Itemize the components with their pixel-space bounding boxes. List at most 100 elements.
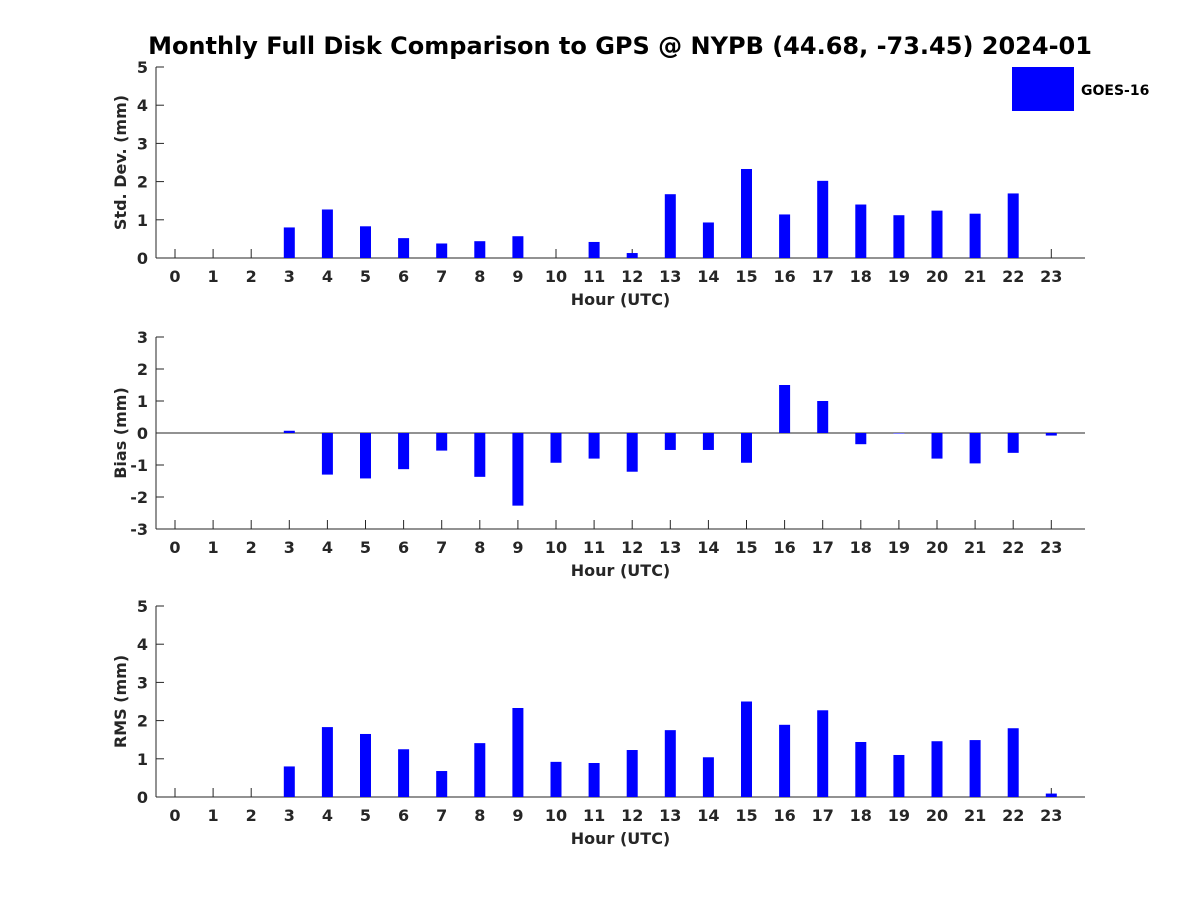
x-tick-label: 4 [322, 538, 333, 557]
x-tick-label: 13 [659, 806, 681, 825]
x-tick-label: 7 [436, 538, 447, 557]
x-tick-label: 4 [322, 806, 333, 825]
bar-hour-18 [855, 204, 867, 258]
x-tick-label: 12 [621, 538, 643, 557]
legend: GOES-16 [1012, 67, 1149, 111]
x-tick-label: 18 [850, 806, 872, 825]
x-tick-label: 14 [697, 538, 719, 557]
bar-hour-8 [474, 433, 486, 477]
x-tick-label: 0 [169, 538, 180, 557]
x-tick-label: 22 [1002, 538, 1024, 557]
x-tick-label: 5 [360, 267, 371, 286]
y-tick-label: 1 [137, 392, 148, 411]
y-axis-label: Bias (mm) [111, 387, 130, 479]
bar-hour-5 [360, 733, 371, 797]
x-tick-label: 0 [169, 267, 180, 286]
x-tick-label: 21 [964, 538, 986, 557]
x-tick-label: 1 [208, 806, 219, 825]
bar-hour-12 [626, 433, 638, 472]
bar-hour-22 [1007, 433, 1019, 453]
x-tick-label: 11 [583, 267, 605, 286]
x-tick-label: 7 [436, 806, 447, 825]
x-tick-label: 0 [169, 806, 180, 825]
bar-hour-13 [664, 730, 676, 797]
bar-hour-9 [512, 433, 524, 506]
bar-hour-18 [855, 433, 867, 445]
x-tick-label: 19 [888, 267, 910, 286]
bar-hour-4 [321, 209, 333, 258]
bar-hour-17 [817, 180, 829, 258]
y-tick-label: 3 [137, 134, 148, 153]
x-tick-label: 8 [474, 538, 485, 557]
y-tick-label: -3 [130, 520, 148, 539]
bar-hour-17 [817, 710, 829, 797]
x-tick-label: 10 [545, 806, 567, 825]
bar-hour-15 [741, 168, 752, 258]
x-tick-label: 17 [812, 267, 834, 286]
bar-hour-6 [398, 749, 410, 797]
y-tick-label: -1 [130, 456, 148, 475]
bar-hour-16 [779, 214, 791, 258]
legend-swatch-goes-16 [1012, 67, 1074, 111]
x-tick-label: 3 [284, 267, 295, 286]
bar-hour-13 [664, 194, 676, 258]
x-axis-label: Hour (UTC) [571, 561, 671, 580]
x-tick-label: 15 [735, 806, 757, 825]
x-tick-label: 7 [436, 267, 447, 286]
bar-hour-5 [360, 433, 371, 479]
y-tick-label: 2 [137, 712, 148, 731]
x-tick-label: 21 [964, 267, 986, 286]
bar-hour-20 [931, 741, 943, 797]
bar-hour-20 [931, 433, 943, 459]
x-tick-label: 8 [474, 806, 485, 825]
bar-hour-3 [283, 227, 295, 258]
x-tick-label: 6 [398, 538, 409, 557]
x-tick-label: 19 [888, 806, 910, 825]
bar-hour-3 [283, 430, 295, 433]
x-tick-label: 20 [926, 538, 948, 557]
x-tick-label: 11 [583, 538, 605, 557]
y-tick-label: 0 [137, 788, 148, 807]
bar-hour-12 [626, 253, 638, 258]
bar-hour-4 [321, 433, 333, 475]
x-tick-label: 17 [812, 806, 834, 825]
bar-hour-11 [588, 763, 600, 797]
y-axis-label: Std. Dev. (mm) [111, 95, 130, 230]
bar-hour-6 [398, 433, 410, 470]
x-tick-label: 10 [545, 267, 567, 286]
bar-hour-19 [893, 215, 905, 258]
x-tick-label: 23 [1040, 806, 1062, 825]
bar-hour-7 [436, 771, 448, 797]
y-tick-label: 4 [137, 635, 148, 654]
x-tick-label: 15 [735, 538, 757, 557]
x-tick-label: 17 [812, 538, 834, 557]
x-tick-label: 14 [697, 806, 719, 825]
x-tick-label: 2 [246, 806, 257, 825]
x-tick-label: 22 [1002, 806, 1024, 825]
bar-hour-9 [512, 236, 524, 258]
x-tick-label: 6 [398, 267, 409, 286]
y-tick-label: -2 [130, 488, 148, 507]
x-tick-label: 23 [1040, 267, 1062, 286]
bar-hour-8 [474, 241, 486, 258]
x-axis-label: Hour (UTC) [571, 829, 671, 848]
x-tick-label: 15 [735, 267, 757, 286]
x-tick-label: 3 [284, 538, 295, 557]
bar-hour-6 [398, 238, 410, 258]
bar-hour-10 [550, 761, 562, 797]
bar-hour-21 [969, 740, 981, 797]
x-tick-label: 12 [621, 267, 643, 286]
y-tick-label: 2 [137, 173, 148, 192]
bar-hour-15 [741, 433, 752, 463]
x-tick-label: 4 [322, 267, 333, 286]
x-axis-label: Hour (UTC) [571, 290, 671, 309]
bar-hour-3 [283, 766, 295, 797]
x-tick-label: 9 [512, 806, 523, 825]
x-tick-label: 14 [697, 267, 719, 286]
y-tick-label: 0 [137, 424, 148, 443]
x-tick-label: 20 [926, 806, 948, 825]
bar-hour-11 [588, 241, 600, 258]
bar-hour-19 [893, 754, 905, 797]
